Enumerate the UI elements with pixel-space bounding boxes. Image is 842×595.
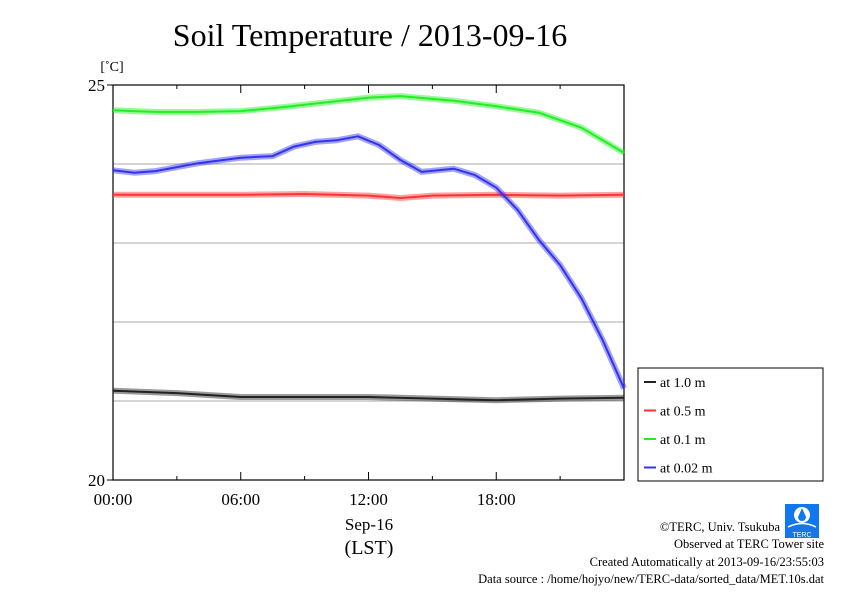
data-source: Data source : /home/hojyo/new/TERC-data/… xyxy=(478,572,824,586)
series-line-at-1-0-m xyxy=(112,389,625,402)
x-tick-label: 12:00 xyxy=(349,490,388,509)
x-axis-timezone: (LST) xyxy=(345,537,394,559)
x-tick-label: 18:00 xyxy=(477,490,516,509)
x-tick-label: 00:00 xyxy=(94,490,133,509)
legend-label: at 0.5 m xyxy=(660,405,706,420)
y-axis-unit: [˚C] xyxy=(100,60,123,75)
series-halo-2 xyxy=(112,93,626,156)
series-line-at-0-1-m xyxy=(112,95,625,154)
legend-label: at 1.0 m xyxy=(660,376,706,391)
plot-frame xyxy=(112,84,625,481)
legend-label: at 0.1 m xyxy=(660,433,706,448)
series-halo-3 xyxy=(112,133,627,390)
series-line-at-0-5-m xyxy=(113,193,625,199)
created-timestamp: Created Automatically at 2013-09-16/23:5… xyxy=(589,555,824,569)
chart-title: Soil Temperature / 2013-09-16 xyxy=(173,17,567,53)
legend-label: at 0.02 m xyxy=(660,462,713,477)
terc-logo: TERC xyxy=(785,504,819,539)
y-tick-label: 20 xyxy=(88,471,105,490)
copyright: ©TERC, Univ. Tsukuba xyxy=(659,520,780,534)
x-tick-label: 06:00 xyxy=(221,490,260,509)
legend: at 1.0 m at 0.5 m at 0.1 m at 0.02 m xyxy=(637,367,824,482)
series-line-at-0-02-m xyxy=(112,135,625,389)
logo-text: TERC xyxy=(792,532,811,539)
y-tick-label: 25 xyxy=(88,76,105,95)
x-axis-date: Sep-16 xyxy=(345,515,393,534)
legend-box xyxy=(637,367,824,482)
observed-site: Observed at TERC Tower site xyxy=(673,537,824,551)
